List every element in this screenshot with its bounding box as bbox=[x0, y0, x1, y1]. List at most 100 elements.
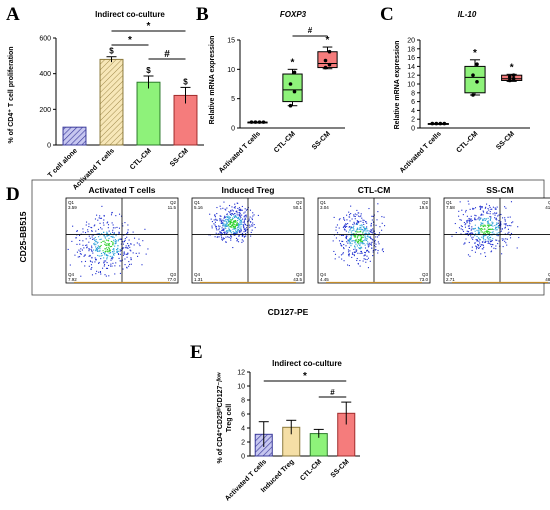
flow-event-dot bbox=[108, 240, 109, 241]
flow-event-dot bbox=[499, 225, 500, 226]
flow-event-dot bbox=[240, 216, 241, 217]
flow-event-dot bbox=[489, 235, 490, 236]
flow-event-dot bbox=[229, 216, 230, 217]
flow-event-dot bbox=[129, 240, 130, 241]
flow-event-dot bbox=[518, 237, 519, 238]
flow-event-dot bbox=[101, 206, 102, 207]
flow-event-dot bbox=[111, 236, 112, 237]
panel-e-category-label: SS-CM bbox=[330, 458, 351, 479]
flow-event-dot bbox=[471, 230, 472, 231]
flow-event-dot bbox=[79, 240, 80, 241]
flow-event-dot bbox=[92, 274, 93, 275]
flow-event-dot bbox=[341, 245, 342, 246]
flow-event-dot bbox=[360, 240, 361, 241]
flow-event-dot bbox=[227, 223, 228, 224]
flow-event-dot bbox=[91, 249, 92, 250]
flow-event-dot bbox=[235, 215, 236, 216]
flow-event-dot bbox=[245, 211, 246, 212]
flow-event-dot bbox=[223, 239, 224, 240]
flow-event-dot bbox=[495, 227, 496, 228]
flow-event-dot bbox=[128, 229, 129, 230]
panel-c-y-tick-label: 20 bbox=[407, 38, 415, 45]
flow-event-dot bbox=[358, 212, 359, 213]
flow-event-dot bbox=[246, 215, 247, 216]
flow-event-dot bbox=[495, 209, 496, 210]
flow-event-dot bbox=[487, 233, 488, 234]
flow-event-dot bbox=[458, 211, 459, 212]
flow-event-dot bbox=[337, 224, 338, 225]
flow-event-dot bbox=[351, 257, 352, 258]
flow-event-dot bbox=[215, 227, 216, 228]
flow-event-dot bbox=[346, 224, 347, 225]
flow-event-dot bbox=[78, 256, 79, 257]
quadrant-value-q2: 11.5 bbox=[168, 205, 177, 210]
flow-event-dot bbox=[346, 241, 347, 242]
flow-event-dot bbox=[216, 213, 217, 214]
flow-event-dot bbox=[364, 243, 365, 244]
flow-event-dot bbox=[507, 233, 508, 234]
panel-c-y-tick-label: 2 bbox=[411, 117, 415, 124]
flow-event-dot bbox=[364, 252, 365, 253]
panel-b-data-point bbox=[328, 63, 332, 67]
flow-event-dot bbox=[240, 231, 241, 232]
flow-event-dot bbox=[227, 232, 228, 233]
flow-event-dot bbox=[117, 251, 118, 252]
flow-event-dot bbox=[109, 248, 110, 249]
flow-event-dot bbox=[245, 219, 246, 220]
panel-b-data-point bbox=[324, 59, 328, 63]
flow-event-dot bbox=[110, 233, 111, 234]
flow-event-dot bbox=[96, 248, 97, 249]
flow-event-dot bbox=[236, 211, 237, 212]
flow-event-dot bbox=[97, 220, 98, 221]
flow-event-dot bbox=[377, 252, 378, 253]
flow-event-dot bbox=[85, 254, 86, 255]
flow-event-dot bbox=[356, 251, 357, 252]
panel-a-y-tick-label: 600 bbox=[39, 36, 51, 43]
panel-letter-b: B bbox=[196, 4, 209, 25]
flow-event-dot bbox=[137, 256, 138, 257]
flow-event-dot bbox=[366, 250, 367, 251]
flow-event-dot bbox=[105, 260, 106, 261]
flow-event-dot bbox=[481, 231, 482, 232]
flow-event-dot bbox=[96, 241, 97, 242]
flow-event-dot bbox=[115, 235, 116, 236]
flow-event-dot bbox=[472, 209, 473, 210]
flow-event-dot bbox=[349, 247, 350, 248]
flow-event-dot bbox=[466, 220, 467, 221]
flow-event-dot bbox=[345, 245, 346, 246]
flow-event-dot bbox=[511, 201, 512, 202]
flow-event-dot bbox=[239, 212, 240, 213]
flow-event-dot bbox=[232, 209, 233, 210]
flow-event-dot bbox=[83, 247, 84, 248]
flow-event-dot bbox=[242, 206, 243, 207]
flow-event-dot bbox=[101, 239, 102, 240]
flow-event-dot bbox=[219, 218, 220, 219]
flow-event-dot bbox=[364, 254, 365, 255]
flow-event-dot bbox=[493, 213, 494, 214]
flow-event-dot bbox=[339, 240, 340, 241]
quadrant-value-q4: 1.31 bbox=[194, 277, 203, 282]
flow-event-dot bbox=[490, 213, 491, 214]
flow-event-dot bbox=[489, 205, 490, 206]
flow-event-dot bbox=[86, 238, 87, 239]
flow-event-dot bbox=[360, 248, 361, 249]
flow-event-dot bbox=[356, 231, 357, 232]
panel-b-data-point bbox=[289, 82, 293, 86]
quadrant-value-q3: 77.0 bbox=[167, 277, 176, 282]
flow-event-dot bbox=[237, 239, 238, 240]
flow-event-dot bbox=[238, 225, 239, 226]
flow-event-dot bbox=[476, 247, 477, 248]
flow-event-dot bbox=[225, 237, 226, 238]
flow-event-dot bbox=[483, 212, 484, 213]
flow-event-dot bbox=[375, 233, 376, 234]
flow-event-dot bbox=[364, 258, 365, 259]
flow-event-dot bbox=[502, 238, 503, 239]
flow-event-dot bbox=[88, 242, 89, 243]
panel-a-y-tick-label: 0 bbox=[47, 143, 51, 150]
flow-event-dot bbox=[495, 215, 496, 216]
flow-event-dot bbox=[99, 250, 100, 251]
flow-event-dot bbox=[371, 223, 372, 224]
flow-event-dot bbox=[235, 206, 236, 207]
flow-event-dot bbox=[497, 243, 498, 244]
flow-event-dot bbox=[476, 248, 477, 249]
